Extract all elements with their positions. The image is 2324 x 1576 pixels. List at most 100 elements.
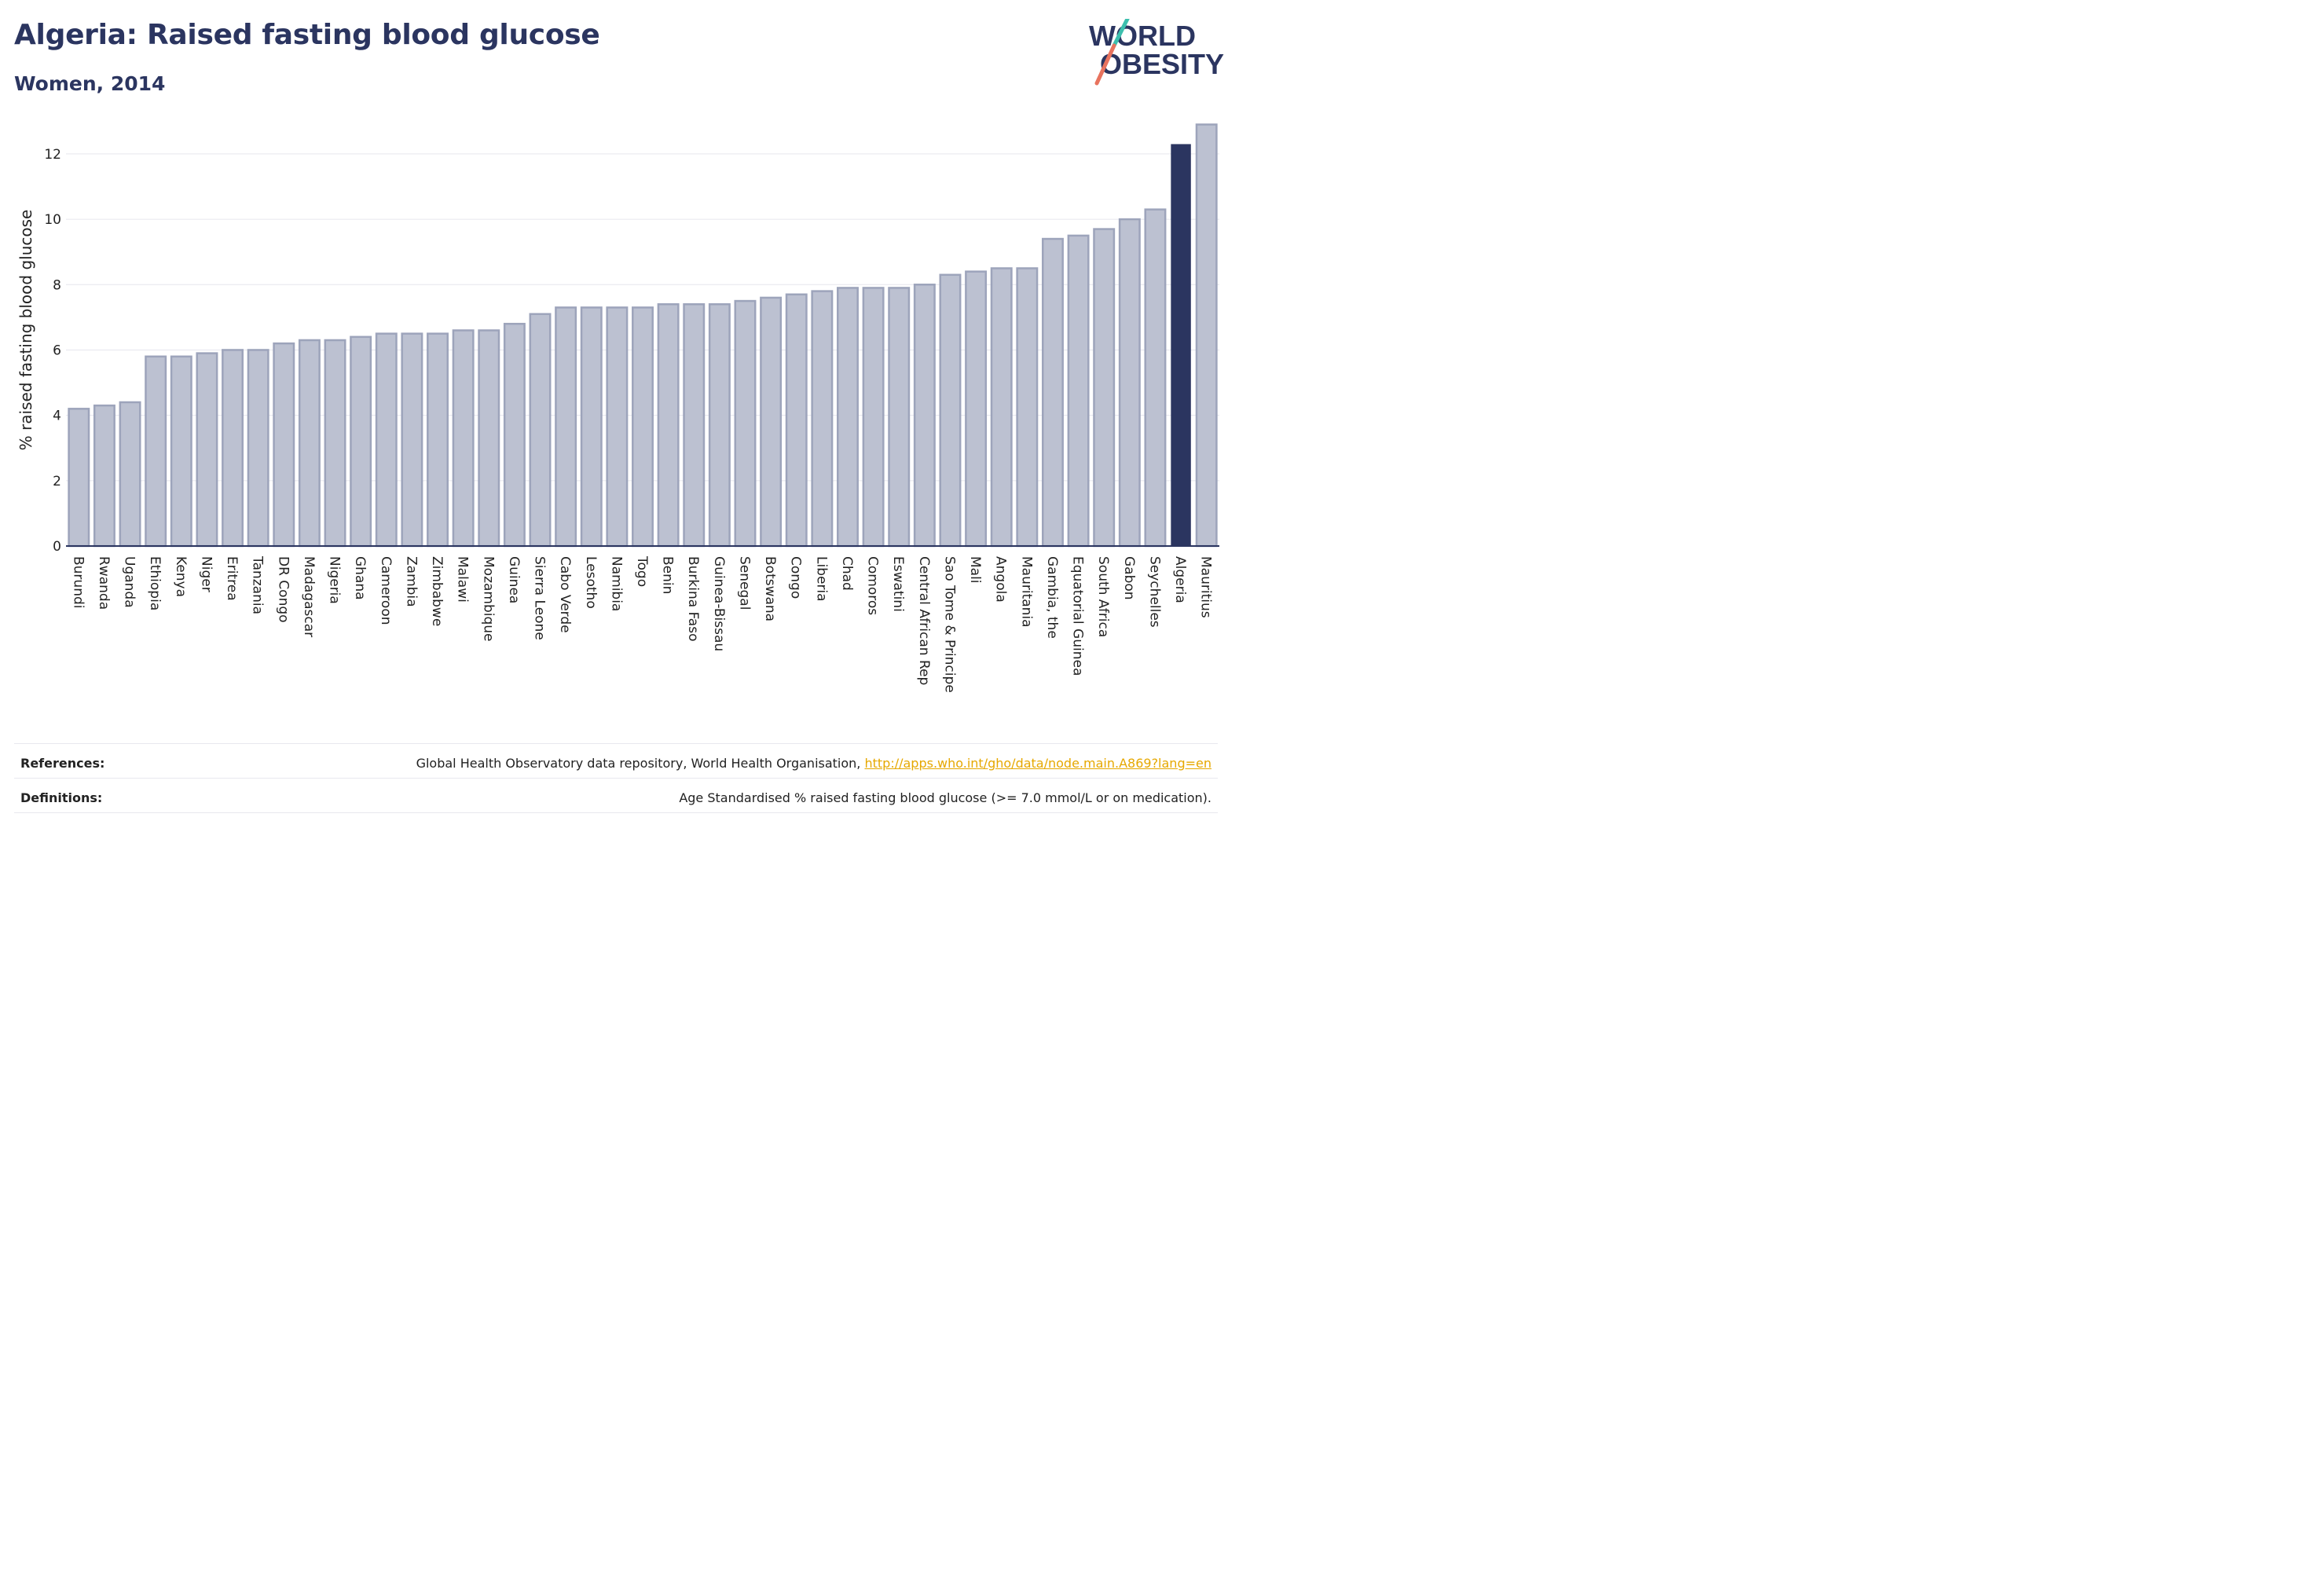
y-tick-label: 0 <box>53 539 61 555</box>
x-tick-label: Liberia <box>813 556 829 602</box>
bar <box>683 302 706 548</box>
x-tick-label: Madagascar <box>301 556 317 637</box>
bar <box>478 329 500 548</box>
y-tick-label: 2 <box>53 474 61 489</box>
x-tick-label: Mozambique <box>480 556 496 642</box>
footer-divider-top <box>14 743 1218 744</box>
references-row: References: Global Health Observatory da… <box>14 746 1218 779</box>
bar <box>529 313 552 548</box>
x-tick-label: Guinea-Bissau <box>711 556 727 651</box>
definitions-label: Definitions: <box>20 790 103 805</box>
x-tick-label: Nigeria <box>327 556 343 604</box>
bar <box>913 284 936 548</box>
x-tick-label: Burundi <box>70 556 86 609</box>
references-link[interactable]: http://apps.who.int/gho/data/node.main.A… <box>864 756 1211 771</box>
bar <box>734 299 757 548</box>
bar <box>503 322 526 548</box>
bar-highlight <box>1171 144 1191 546</box>
x-tick-label: Central African Rep <box>916 556 932 685</box>
bar <box>760 296 783 548</box>
x-tick-label: Niger <box>198 556 214 592</box>
x-tick-label: Mauritius <box>1198 556 1214 618</box>
y-tick-label: 4 <box>53 409 61 424</box>
bar <box>939 273 962 548</box>
x-tick-label: Gambia, the <box>1044 556 1060 639</box>
references-value: Global Health Observatory data repositor… <box>416 756 1211 771</box>
logo-text-obesity: OBESITY <box>1100 48 1224 80</box>
bar <box>1041 237 1064 548</box>
bar <box>375 332 398 548</box>
x-tick-label: Ethiopia <box>147 556 163 610</box>
definitions-value: Age Standardised % raised fasting blood … <box>679 790 1211 805</box>
page-subtitle: Women, 2014 <box>14 72 166 95</box>
x-tick-label: Cameroon <box>378 556 394 625</box>
x-tick-label: Togo <box>634 555 650 587</box>
y-tick-label: 10 <box>44 212 61 228</box>
bar <box>222 349 244 548</box>
bar <box>324 339 346 548</box>
references-label: References: <box>20 756 105 771</box>
x-tick-label: Congo <box>788 556 804 599</box>
references-text: Global Health Observatory data repositor… <box>416 756 865 771</box>
y-tick-label: 8 <box>53 277 61 293</box>
x-tick-label: Rwanda <box>96 556 112 610</box>
bar <box>632 306 654 548</box>
x-tick-label: Burkina Faso <box>685 556 701 641</box>
y-axis-label: % raised fasting blood glucose <box>16 210 35 451</box>
x-tick-label: Sao Tome & Principe <box>941 556 957 693</box>
x-tick-label: Mali <box>967 556 983 584</box>
x-tick-label: Equatorial Guinea <box>1070 556 1086 676</box>
x-tick-label: Mauritania <box>1018 556 1034 628</box>
bar <box>1144 208 1167 548</box>
bar-chart: 0 2 4 6 8 10 12 Burundi Rwanda Uganda Ethiopia Ken… <box>16 123 1219 693</box>
bar <box>1067 234 1090 548</box>
bar <box>68 408 90 548</box>
x-tick-label: Seychelles <box>1146 556 1162 628</box>
y-axis-ticks: 0 2 4 6 8 10 12 <box>44 147 61 555</box>
bar <box>785 293 808 548</box>
bars <box>68 123 1218 548</box>
x-tick-label: Angola <box>993 556 1009 603</box>
footer-divider-bottom <box>14 812 1218 813</box>
bar <box>888 287 911 548</box>
x-tick-label: Botswana <box>762 556 778 621</box>
logo-text-world: WORLD <box>1089 20 1196 52</box>
logo-slash-teal <box>1112 19 1130 48</box>
bar <box>606 306 629 548</box>
x-tick-label: Zambia <box>403 556 419 607</box>
bar <box>350 335 372 548</box>
bar <box>401 332 423 548</box>
x-tick-label: Senegal <box>736 556 752 610</box>
x-tick-label: DR Congo <box>275 556 291 623</box>
x-tick-label: Guinea <box>506 556 522 603</box>
x-tick-label: Sierra Leone <box>532 556 548 640</box>
x-tick-label: Zimbabwe <box>429 556 445 626</box>
bar <box>170 355 192 548</box>
x-tick-label: Malawi <box>455 556 471 603</box>
x-tick-label: South Africa <box>1095 556 1111 637</box>
x-tick-label: Eritrea <box>224 556 240 601</box>
bar <box>145 355 167 548</box>
bar <box>837 287 859 548</box>
world-obesity-logo: WORLD OBESITY <box>1089 19 1224 86</box>
x-tick-label: Benin <box>660 556 676 594</box>
bar <box>119 401 141 548</box>
bar <box>298 339 321 548</box>
x-tick-label: Ghana <box>352 556 368 600</box>
bar <box>427 332 449 548</box>
x-tick-label: Comoros <box>865 556 881 615</box>
bar <box>965 270 988 548</box>
x-tick-label: Chad <box>839 556 855 591</box>
footer-divider-middle <box>14 778 1218 779</box>
x-tick-label: Kenya <box>173 556 189 597</box>
bar <box>811 290 834 548</box>
bar <box>708 302 731 548</box>
definitions-row: Definitions: Age Standardised % raised f… <box>14 781 1218 814</box>
y-tick-label: 6 <box>53 343 61 358</box>
x-tick-label: Lesotho <box>583 556 599 609</box>
bar <box>247 349 269 548</box>
x-tick-label: Cabo Verde <box>557 556 573 633</box>
bar <box>1195 123 1218 548</box>
x-tick-label: Algeria <box>1172 556 1188 603</box>
logo-slash-coral <box>1094 43 1116 86</box>
